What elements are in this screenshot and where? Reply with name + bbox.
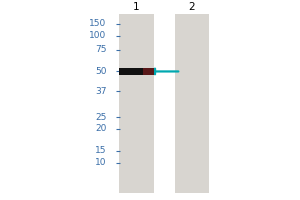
Bar [119, 14, 154, 193]
Text: 100: 100 [89, 31, 107, 40]
Text: 1: 1 [133, 2, 140, 12]
Text: 37: 37 [95, 87, 107, 96]
Text: 10: 10 [95, 158, 107, 167]
Bar [143, 68, 154, 75]
Text: 50: 50 [95, 67, 107, 76]
Text: 150: 150 [89, 19, 107, 28]
Text: 25: 25 [95, 113, 107, 122]
Bar [175, 14, 209, 193]
Text: 15: 15 [95, 146, 107, 155]
Text: 75: 75 [95, 45, 107, 54]
Text: 2: 2 [188, 2, 195, 12]
Bar [119, 68, 154, 75]
Text: 20: 20 [95, 124, 107, 133]
